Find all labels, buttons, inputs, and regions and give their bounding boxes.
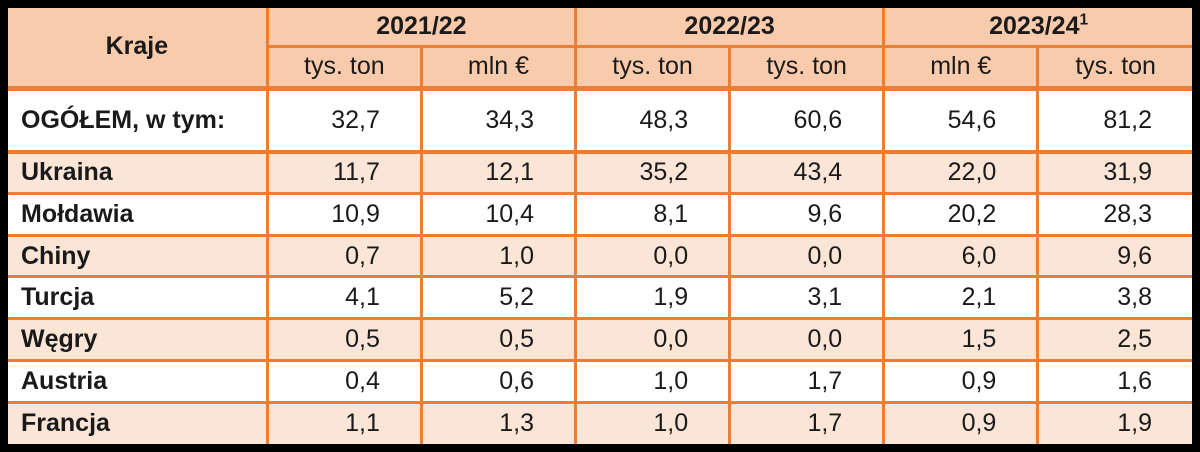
cell-value: 11,7 [265, 150, 423, 195]
column-header-year-2023-24: 2023/241 [882, 8, 1192, 48]
cell-value: 0,5 [265, 317, 423, 362]
cell-value: 9,6 [728, 191, 886, 237]
cell-value: 1,1 [265, 400, 423, 444]
cell-value: 1,5 [882, 317, 1040, 362]
row-label: Ukraina [8, 150, 269, 195]
cell-value: 12,1 [419, 150, 578, 195]
cell-value: 20,2 [882, 191, 1040, 237]
table-row-francja: Francja 1,1 1,3 1,0 1,7 0,9 1,9 [8, 400, 1192, 444]
table-row-chiny: Chiny 0,7 1,0 0,0 0,0 6,0 9,6 [8, 233, 1192, 279]
cell-value: 0,6 [419, 358, 578, 404]
year-footnote-mark: 1 [1079, 11, 1089, 29]
cell-value: 2,1 [882, 275, 1040, 321]
cell-value: 3,8 [1036, 275, 1192, 321]
cell-value: 0,0 [573, 317, 732, 362]
cell-value: 1,0 [419, 233, 578, 279]
cell-value: 60,6 [728, 88, 886, 154]
cell-value: 32,7 [265, 88, 423, 154]
cell-value: 3,1 [728, 275, 886, 321]
cell-value: 34,3 [419, 88, 578, 154]
column-header-kraje: Kraje [8, 8, 269, 91]
cell-value: 0,5 [419, 317, 578, 362]
unit-header: mln € [882, 44, 1040, 91]
unit-header: tys. ton [267, 44, 423, 91]
row-label-total: OGÓŁEM, w tym: [8, 88, 269, 154]
cell-value: 28,3 [1036, 191, 1192, 237]
cell-value: 0,0 [728, 317, 886, 362]
row-label: Francja [8, 400, 269, 444]
table-row-total: OGÓŁEM, w tym: 32,7 34,3 48,3 60,6 54,6 … [8, 88, 1192, 154]
cell-value: 1,0 [573, 400, 732, 444]
cell-value: 9,6 [1036, 233, 1192, 279]
cell-value: 1,3 [419, 400, 578, 444]
unit-header: tys. ton [1036, 44, 1192, 91]
cell-value: 0,9 [882, 400, 1040, 444]
cell-value: 1,0 [573, 358, 732, 404]
cell-value: 10,4 [419, 191, 578, 237]
cell-value: 0,4 [265, 358, 423, 404]
year-label: 2022/23 [684, 11, 775, 40]
cell-value: 1,7 [728, 400, 886, 444]
cell-value: 0,0 [728, 233, 886, 279]
unit-header: mln € [419, 44, 578, 91]
table-row-austria: Austria 0,4 0,6 1,0 1,7 0,9 1,6 [8, 358, 1192, 404]
row-label: Turcja [8, 275, 269, 321]
year-label: 2021/22 [376, 11, 467, 40]
cell-value: 0,9 [882, 358, 1040, 404]
cell-value: 1,7 [728, 358, 886, 404]
cell-value: 2,5 [1036, 317, 1192, 362]
cell-value: 35,2 [573, 150, 732, 195]
column-header-year-2022-23: 2022/23 [573, 8, 886, 48]
cell-value: 6,0 [882, 233, 1040, 279]
cell-value: 54,6 [882, 88, 1040, 154]
cell-value: 1,9 [573, 275, 732, 321]
row-label: Węgry [8, 317, 269, 362]
export-by-country-table: Kraje 2021/22 2022/23 2023/241 tys. ton … [8, 8, 1192, 444]
table-row-ukraina: Ukraina 11,7 12,1 35,2 43,4 22,0 31,9 [8, 150, 1192, 195]
cell-value: 1,6 [1036, 358, 1192, 404]
table-row-wegry: Węgry 0,5 0,5 0,0 0,0 1,5 2,5 [8, 317, 1192, 362]
cell-value: 43,4 [728, 150, 886, 195]
column-header-year-2021-22: 2021/22 [265, 8, 578, 48]
cell-value: 81,2 [1036, 88, 1192, 154]
cell-value: 4,1 [265, 275, 423, 321]
table-row-turcja: Turcja 4,1 5,2 1,9 3,1 2,1 3,8 [8, 275, 1192, 321]
row-label: Chiny [8, 233, 269, 279]
cell-value: 48,3 [573, 88, 732, 154]
cell-value: 10,9 [265, 191, 423, 237]
row-label: Austria [8, 358, 269, 404]
year-label: 2023/24 [989, 11, 1080, 40]
cell-value: 5,2 [419, 275, 578, 321]
unit-header: tys. ton [728, 44, 886, 91]
header-unit-row: tys. ton mln € tys. ton tys. ton mln € t… [8, 44, 1192, 91]
cell-value: 0,7 [265, 233, 423, 279]
cell-value: 22,0 [882, 150, 1040, 195]
cell-value: 8,1 [573, 191, 732, 237]
row-label: Mołdawia [8, 191, 269, 237]
unit-header: tys. ton [573, 44, 732, 91]
cell-value: 1,9 [1036, 400, 1192, 444]
header-year-row: Kraje 2021/22 2022/23 2023/241 [8, 8, 1192, 91]
cell-value: 31,9 [1036, 150, 1192, 195]
cell-value: 0,0 [573, 233, 732, 279]
table-row-moldawia: Mołdawia 10,9 10,4 8,1 9,6 20,2 28,3 [8, 191, 1192, 237]
